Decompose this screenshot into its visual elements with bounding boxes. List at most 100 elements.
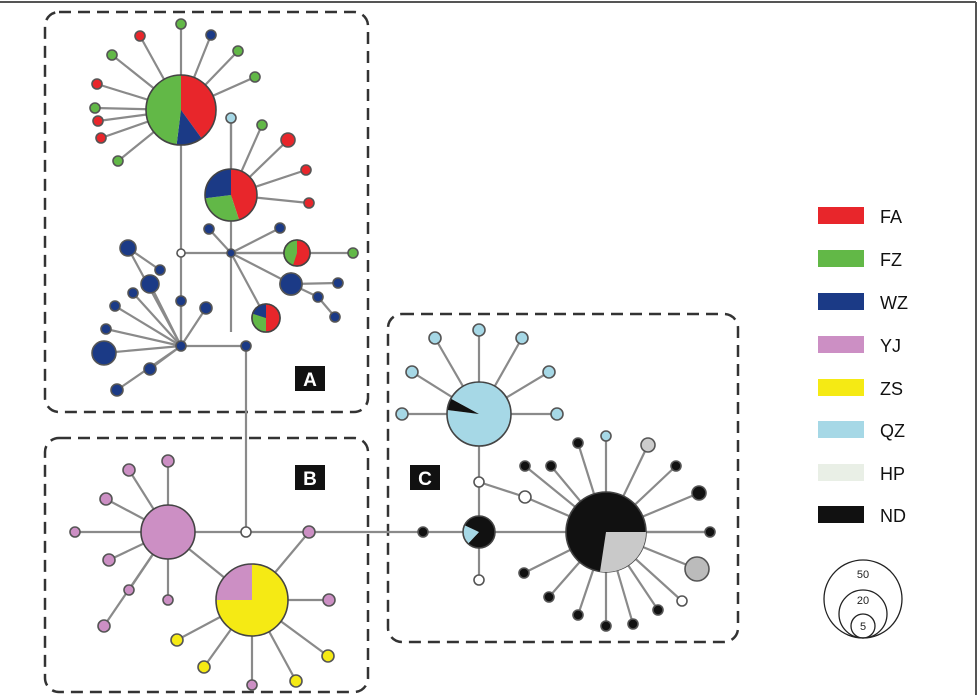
network-edge xyxy=(105,327,182,348)
haplotype-node-a xyxy=(199,301,213,315)
haplotype-pie-a4 xyxy=(251,303,281,333)
haplotype-node-c xyxy=(670,460,682,472)
haplotype-node-b xyxy=(321,649,335,663)
legend-label-fa: FA xyxy=(880,207,902,227)
pie-slice xyxy=(292,240,310,266)
pie-slice xyxy=(252,304,266,318)
haplotype-node-c xyxy=(545,460,557,472)
pie-outline xyxy=(462,515,496,549)
haplotype-node-a xyxy=(225,112,237,124)
size-scale-circle-5 xyxy=(850,613,876,639)
network-edge xyxy=(103,344,182,355)
median-vector xyxy=(473,476,485,488)
haplotype-node-c xyxy=(395,407,409,421)
haplotype-node-a xyxy=(89,102,101,114)
median-vector xyxy=(176,248,186,258)
legend-label-yj: YJ xyxy=(880,336,901,356)
haplotype-node-b xyxy=(170,633,184,647)
pie-outline xyxy=(215,563,289,637)
group-box-c xyxy=(386,312,740,644)
haplotype-node-c xyxy=(428,331,442,345)
haplotype-node-c xyxy=(640,437,656,453)
haplotype-hub-a2 xyxy=(204,168,258,222)
haplotype-node-a xyxy=(280,132,296,148)
group-label-a: A xyxy=(295,366,325,391)
pie-outline xyxy=(446,381,512,447)
haplotype-node-b xyxy=(289,674,303,688)
legend-swatch-fa xyxy=(818,207,864,224)
haplotype-node-c xyxy=(572,609,584,621)
pie-slice xyxy=(181,75,217,139)
pie-slice xyxy=(284,240,297,266)
median-vector xyxy=(240,526,252,538)
legend-label-fz: FZ xyxy=(880,250,902,270)
haplotype-node-a xyxy=(154,264,166,276)
network-edge xyxy=(478,480,526,499)
haplotype-node-a xyxy=(109,300,121,312)
haplotype-hub-c1 xyxy=(446,381,512,447)
pie-slice xyxy=(205,169,231,199)
legend-swatch-fz xyxy=(818,250,864,267)
haplotype-node-a xyxy=(256,119,268,131)
pie-slice xyxy=(145,75,181,145)
haplotype-node-a xyxy=(106,49,118,61)
group-label-b: B xyxy=(295,465,325,490)
haplotype-node-a xyxy=(143,362,157,376)
haplotype-node-c xyxy=(627,618,639,630)
haplotype-node-c xyxy=(518,490,532,504)
pie-slice xyxy=(266,304,280,332)
network-nodes xyxy=(69,18,716,691)
haplotype-node-a xyxy=(300,164,312,176)
pie-slice xyxy=(176,110,202,145)
legend-swatch-hp xyxy=(818,464,864,481)
pie-slice xyxy=(447,398,479,414)
haplotype-node-b xyxy=(197,660,211,674)
haplotype-node-c xyxy=(684,556,710,582)
pie-slice xyxy=(463,525,479,544)
haplotype-node-a xyxy=(127,287,139,299)
haplotype-node-b xyxy=(122,463,136,477)
haplotype-node-a xyxy=(175,295,187,307)
network-edge xyxy=(180,307,207,347)
haplotype-node-c xyxy=(542,365,556,379)
haplotype-node-c xyxy=(515,331,529,345)
haplotype-hub-b1 xyxy=(140,504,196,560)
haplotype-node-a xyxy=(119,239,137,257)
network-edge xyxy=(132,292,182,347)
pie-slice-hp xyxy=(600,532,647,573)
group-box-b xyxy=(43,436,370,694)
size-scale: 50 20 5 xyxy=(823,559,903,639)
haplotype-node-a xyxy=(312,291,324,303)
legend-label-wz: WZ xyxy=(880,293,908,313)
network-edge xyxy=(230,227,281,254)
haplotype-node-b xyxy=(99,492,113,506)
haplotype-node-c xyxy=(652,604,664,616)
haplotype-node-a xyxy=(332,277,344,289)
median-vector xyxy=(226,248,236,258)
haplotype-node-c xyxy=(572,437,584,449)
haplotype-node-a xyxy=(134,30,146,42)
haplotype-node-a xyxy=(329,311,341,323)
haplotype-node-c xyxy=(704,526,716,538)
pie-slice xyxy=(231,169,257,220)
group-label-c-text: C xyxy=(418,469,432,490)
haplotype-node-a xyxy=(175,18,187,30)
size-scale-label-20: 20 xyxy=(857,595,869,607)
group-label-c: C xyxy=(410,465,440,490)
haplotype-node-a xyxy=(205,29,217,41)
legend-label-nd: ND xyxy=(880,506,906,526)
pie-slice xyxy=(141,505,195,559)
haplotype-node-c xyxy=(676,595,688,607)
haplotype-node-b xyxy=(302,525,316,539)
legend-swatch-yj xyxy=(818,336,864,353)
haplotype-hub-a1 xyxy=(145,74,217,146)
legend-label-zs: ZS xyxy=(880,379,903,399)
haplotype-node-b xyxy=(69,526,81,538)
haplotype-node-c xyxy=(405,365,419,379)
haplotype-node-a xyxy=(91,340,117,366)
haplotype-node-b xyxy=(322,593,336,607)
haplotype-node-a xyxy=(91,78,103,90)
haplotype-node-c xyxy=(600,620,612,632)
pie-outline xyxy=(140,504,196,560)
haplotype-node-a xyxy=(303,197,315,209)
